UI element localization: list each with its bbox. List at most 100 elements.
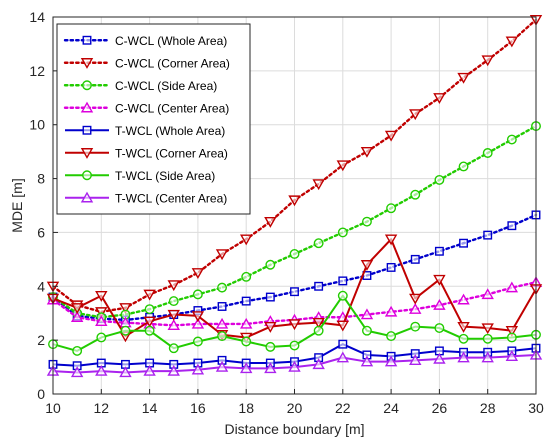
data-point (312, 317, 325, 329)
y-tick-label: 2 (37, 332, 45, 348)
data-point (313, 325, 324, 336)
data-point (457, 72, 470, 84)
data-point (336, 160, 350, 172)
legend-label: T-WCL (Whole Area) (115, 124, 225, 138)
data-point (70, 311, 84, 322)
legend-label: C-WCL (Whole Area) (115, 34, 227, 48)
data-point (288, 319, 301, 331)
data-point (265, 341, 276, 352)
data-point (409, 293, 422, 305)
legend-box (56, 23, 251, 215)
data-point (410, 321, 421, 332)
data-point (505, 350, 519, 361)
data-point (217, 302, 227, 311)
data-point (505, 36, 519, 48)
data-point (312, 358, 325, 370)
data-point (506, 332, 517, 343)
data-point (433, 274, 446, 286)
data-point (241, 296, 251, 306)
data-point (481, 323, 494, 335)
data-point (215, 317, 229, 329)
data-point (433, 93, 446, 104)
data-point (167, 319, 180, 331)
data-point (336, 320, 350, 332)
data-point (239, 362, 253, 374)
legend-marker (80, 58, 94, 69)
data-point (288, 360, 301, 372)
data-point (338, 339, 348, 349)
data-point (191, 268, 205, 279)
legend-entry: T-WCL (Corner Area) (65, 146, 228, 160)
data-point (72, 345, 83, 356)
legend-entry: T-WCL (Center Area) (65, 191, 227, 205)
legend-entry: C-WCL (Whole Area) (63, 34, 227, 48)
data-point (457, 293, 470, 305)
data-point (167, 364, 180, 376)
x-tick-label: 28 (480, 400, 496, 416)
data-point (337, 290, 348, 301)
data-point (119, 366, 132, 378)
y-tick-label: 14 (29, 9, 45, 25)
data-point (457, 351, 470, 363)
data-point (481, 351, 494, 363)
y-tick-label: 12 (29, 63, 45, 79)
legend-entry: T-WCL (Side Area) (65, 169, 215, 183)
data-point (362, 325, 372, 336)
legend-marker (80, 148, 94, 159)
data-point (168, 296, 179, 307)
data-point (505, 281, 519, 293)
x-tick-label: 12 (94, 400, 110, 416)
data-point (192, 336, 203, 347)
legend-entry: C-WCL (Center Area) (63, 101, 229, 115)
legend-label: T-WCL (Corner Area) (115, 146, 228, 160)
data-point (338, 276, 348, 286)
data-point (505, 326, 519, 337)
data-point (95, 307, 108, 319)
data-point (144, 325, 155, 336)
data-point (360, 146, 374, 158)
series-3 (48, 121, 541, 323)
x-tick-label: 20 (287, 400, 303, 416)
data-point (264, 321, 277, 333)
legend-entry: C-WCL (Corner Area) (63, 56, 230, 70)
data-point (70, 303, 84, 314)
data-point (458, 333, 469, 344)
y-axis-title: MDE [m] (9, 178, 25, 232)
data-point (409, 303, 422, 314)
x-tick-label: 18 (238, 400, 254, 416)
data-point (215, 249, 229, 261)
data-point (192, 289, 203, 300)
data-point (410, 254, 420, 264)
data-point (433, 298, 446, 310)
data-point (144, 304, 155, 315)
data-point (360, 308, 374, 320)
data-point (459, 238, 468, 248)
data-point (191, 317, 205, 329)
x-tick-label: 22 (335, 400, 351, 416)
data-point (481, 55, 494, 67)
legend-marker (82, 35, 92, 45)
x-tick-label: 14 (142, 400, 158, 416)
data-point (384, 130, 398, 142)
data-point (120, 325, 131, 336)
data-point (143, 316, 156, 328)
data-point (239, 317, 253, 329)
data-point (191, 311, 205, 323)
data-point (239, 234, 253, 246)
x-tick-label: 24 (383, 400, 399, 416)
data-point (507, 221, 517, 231)
data-point (168, 343, 179, 354)
data-point (386, 203, 397, 214)
y-tick-label: 8 (37, 171, 45, 187)
data-point (215, 360, 229, 372)
data-point (312, 179, 325, 191)
data-point (434, 323, 445, 333)
data-point (241, 271, 252, 282)
y-tick-label: 10 (29, 117, 45, 133)
legend: C-WCL (Whole Area) C-WCL (Corner Area) C-W… (56, 23, 251, 215)
data-point (360, 260, 374, 271)
legend-marker (82, 170, 92, 181)
legend-label: T-WCL (Side Area) (115, 169, 215, 183)
data-point (410, 189, 421, 200)
data-point (143, 289, 156, 301)
